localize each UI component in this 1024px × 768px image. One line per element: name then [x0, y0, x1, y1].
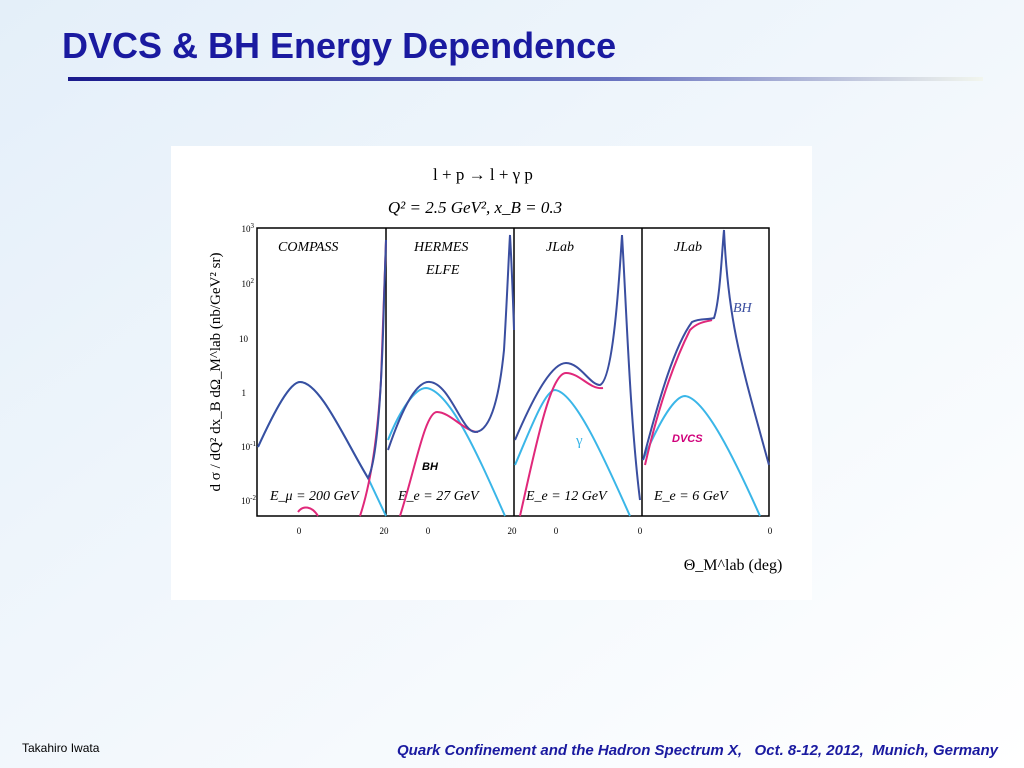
beam: E_e = 27 GeV: [397, 489, 480, 504]
x-tick-label: 0: [638, 526, 643, 536]
bh-curve: [399, 410, 479, 517]
x-tick-label: 0: [554, 526, 559, 536]
frame: [256, 227, 770, 517]
beam: E_μ = 200 GeV: [269, 489, 360, 504]
y-tick-label: 102: [242, 277, 255, 289]
panel-labels: COMPASS E_μ = 200 GeV HERMES ELFE E_e = …: [269, 240, 729, 504]
kinematics: Q² = 2.5 GeV², x_B = 0.3: [388, 198, 562, 217]
x-tick-label: 20: [380, 526, 390, 536]
x-tick-label: 0: [426, 526, 431, 536]
bh-curve: [644, 319, 713, 466]
y-axis-label: d σ / dQ² dx_B dΩ_M^lab (nb/GeV² sr): [208, 252, 224, 491]
x-tick-label: 20: [508, 526, 518, 536]
panel-frames: [256, 227, 770, 517]
experiment: JLab: [546, 240, 574, 255]
slide-title: DVCS & BH Energy Dependence: [62, 25, 616, 66]
total-curve: [387, 234, 515, 451]
y-ticks: 103 102 10 1 10-1 10-2: [239, 222, 256, 506]
annotation-bh: BH: [422, 461, 439, 473]
y-tick-label: 10-2: [241, 494, 256, 506]
y-tick-label: 103: [242, 222, 255, 234]
annotation-bh: BH: [733, 301, 753, 316]
total-curve: [257, 239, 387, 480]
x-tick-label: 0: [768, 526, 773, 536]
total-curve: [514, 234, 641, 501]
x-tick-label: 0: [297, 526, 302, 536]
y-tick-label: 10-1: [241, 440, 256, 452]
figure-background: [171, 146, 812, 600]
experiment: ELFE: [425, 263, 460, 278]
x-ticks: 0 20 0 20 0 0 0: [297, 526, 773, 536]
reaction: l + p → l + γ p: [433, 165, 533, 184]
figure: l + p → l + γ p Q² = 2.5 GeV², x_B = 0.3…: [171, 146, 812, 600]
y-tick-label: 10: [239, 334, 249, 344]
curves: [257, 229, 770, 517]
author: Takahiro Iwata: [22, 741, 100, 755]
conference: Quark Confinement and the Hadron Spectru…: [397, 742, 999, 759]
experiment: JLab: [674, 240, 702, 255]
dvcs-curve: [642, 394, 761, 517]
annotation-dvcs: DVCS: [672, 433, 703, 445]
beam: E_e = 12 GeV: [525, 489, 608, 504]
dvcs-curve: [387, 386, 506, 517]
title-rule: [68, 77, 983, 81]
dvcs-curve: [514, 388, 631, 517]
x-axis-label: Θ_M^lab (deg): [684, 557, 783, 574]
annotation-gamma: γ: [575, 433, 583, 449]
beam: E_e = 6 GeV: [653, 489, 729, 504]
y-tick-label: 1: [242, 388, 247, 398]
total-curve: [642, 229, 770, 466]
experiment: COMPASS: [278, 240, 338, 255]
bh-curve: [519, 371, 604, 517]
experiment: HERMES: [413, 240, 468, 255]
